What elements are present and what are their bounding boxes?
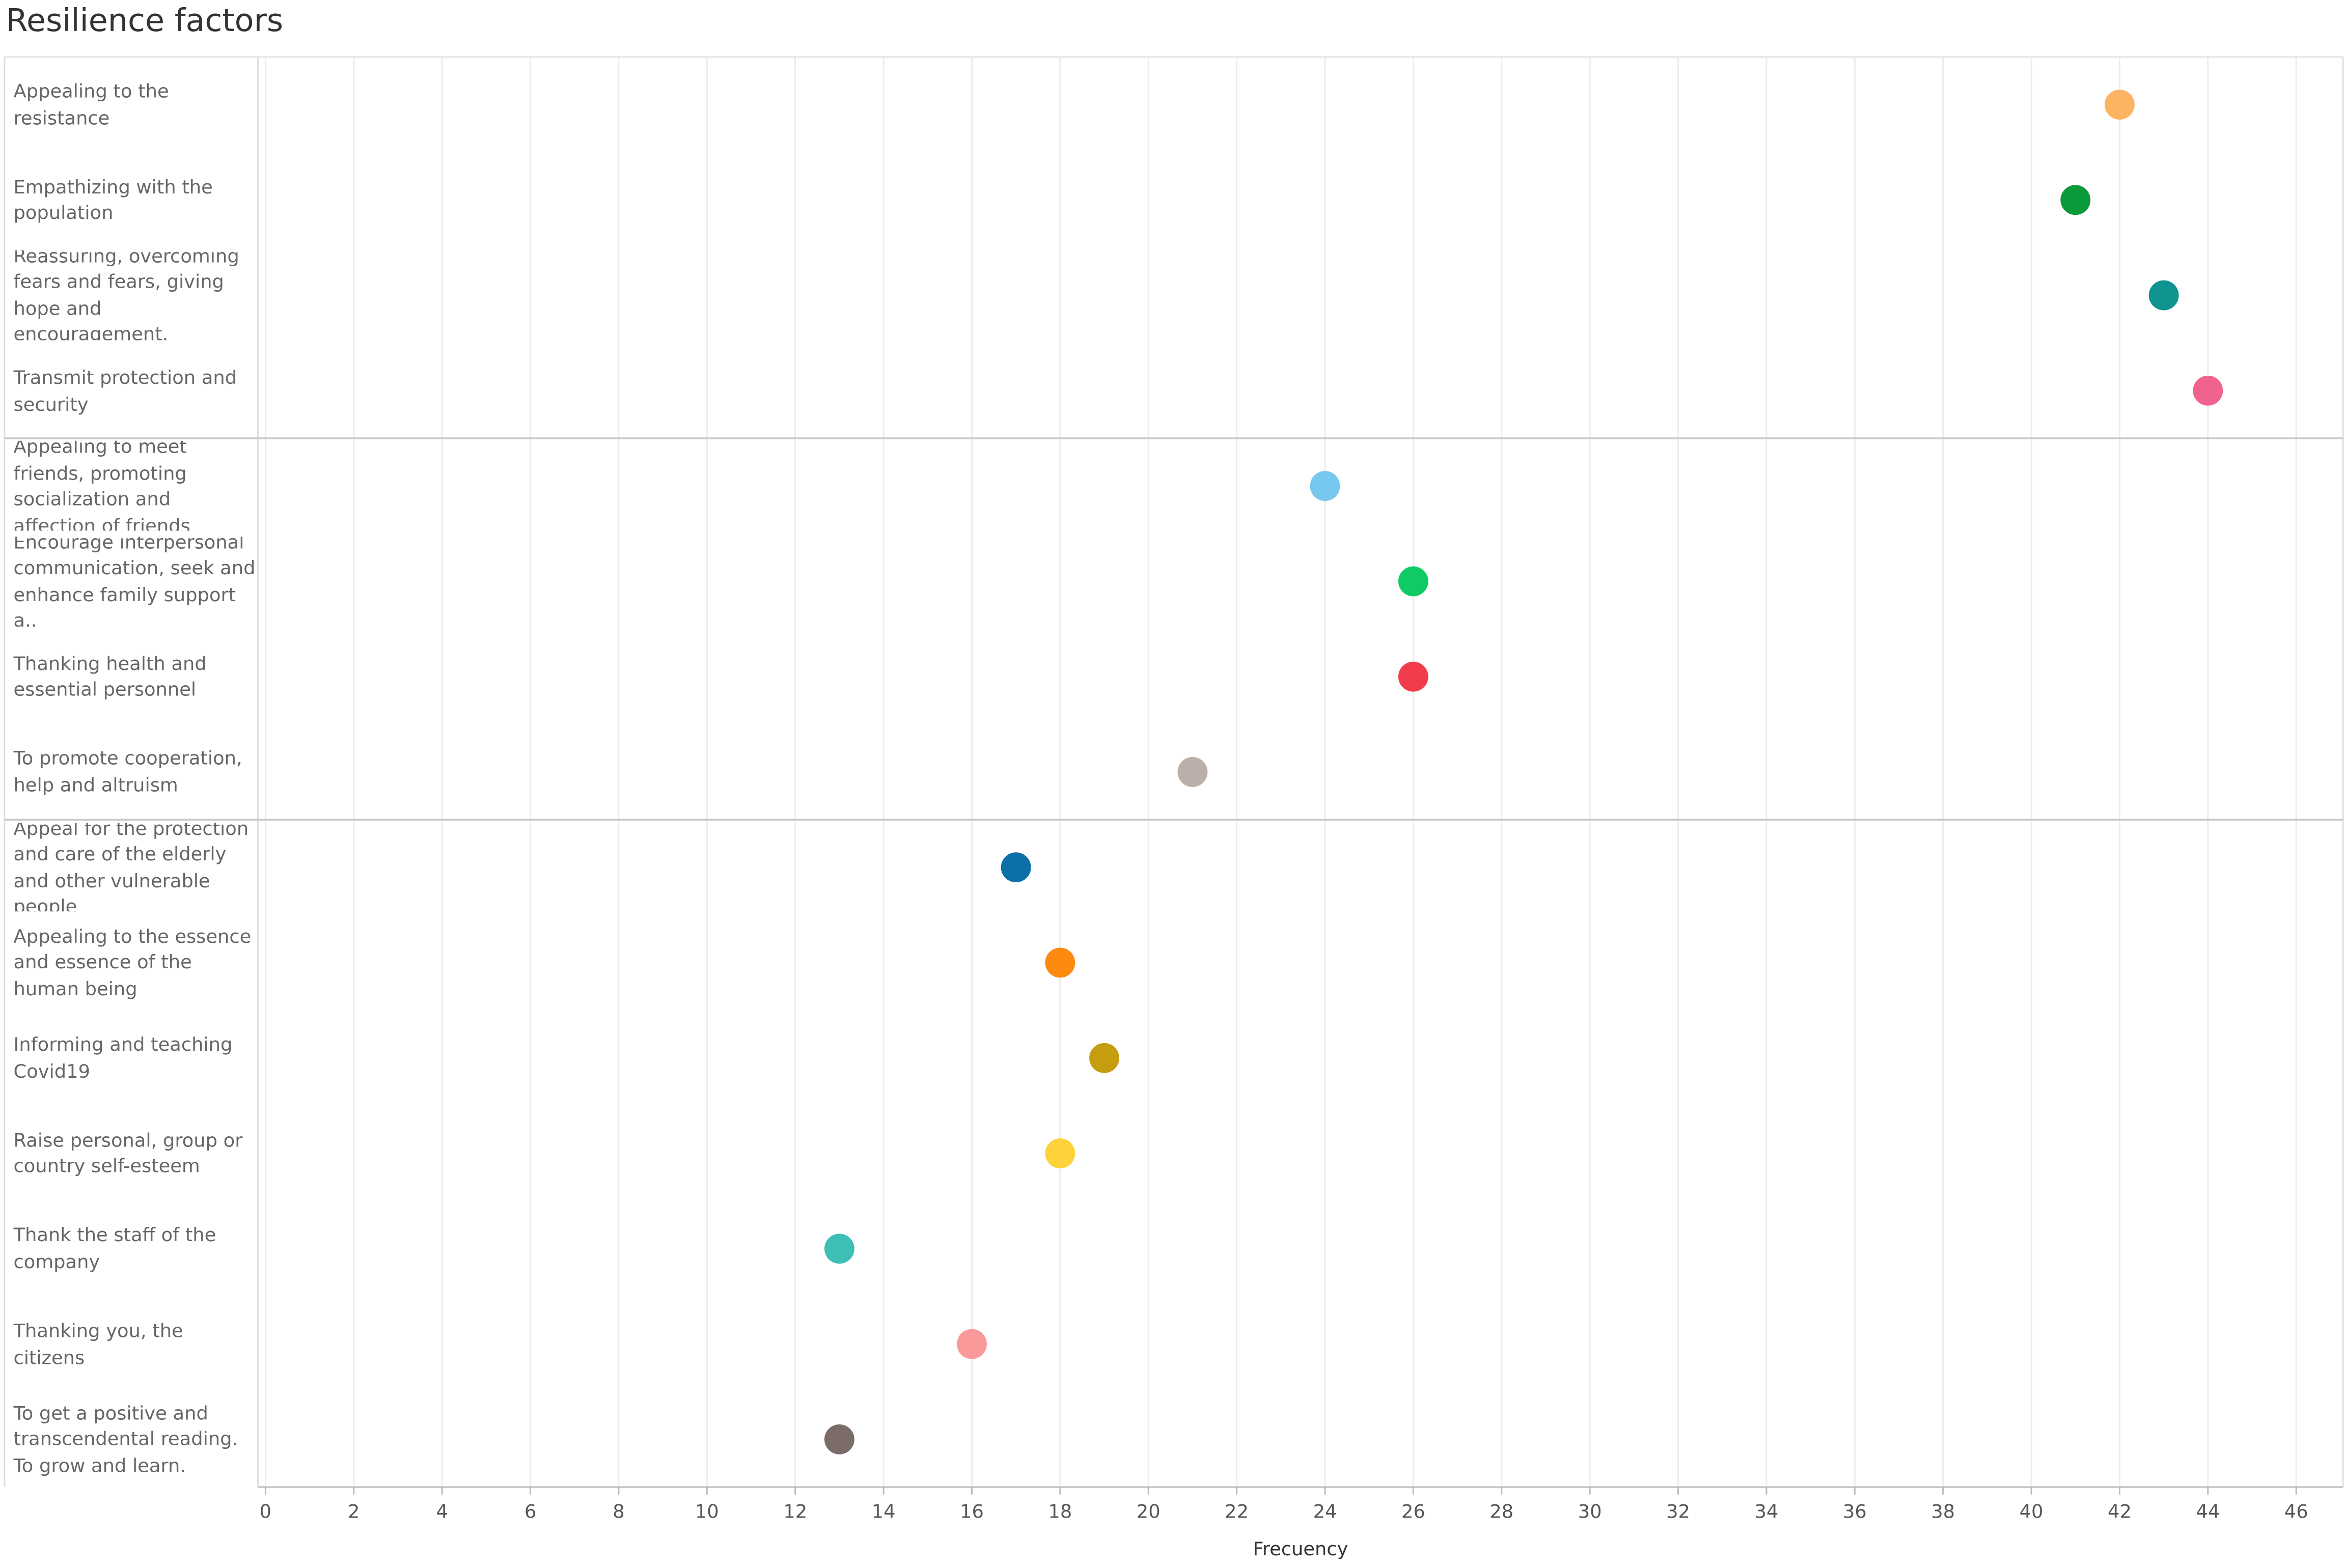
category-label: To get a positive and transcendental rea… — [13, 1401, 238, 1477]
category-label: Thank the staff of the company — [13, 1224, 216, 1273]
x-tick-label: 12 — [783, 1501, 807, 1523]
x-tick-label: 8 — [613, 1501, 624, 1523]
x-tick-label: 0 — [260, 1501, 271, 1523]
category-label-box: Thank the staff of the company — [13, 1224, 216, 1273]
dot — [824, 1424, 854, 1454]
dot — [1045, 1138, 1075, 1168]
x-tick-label: 30 — [1578, 1501, 1602, 1523]
dot — [2148, 280, 2179, 311]
x-tick-label: 44 — [2196, 1501, 2220, 1523]
category-label: Appealing to meet friends, promoting soc… — [13, 441, 190, 531]
dot — [824, 1234, 854, 1264]
category-label-box: Appealing to the essence and essence of … — [13, 925, 252, 1000]
x-tick-label: 10 — [695, 1501, 719, 1523]
x-tick-label: 18 — [1048, 1501, 1072, 1523]
x-tick-label: 4 — [436, 1501, 448, 1523]
x-tick-label: 38 — [1931, 1501, 1955, 1523]
x-tick-label: 36 — [1843, 1501, 1867, 1523]
category-label: Appeal for the protection and care of th… — [13, 822, 249, 912]
x-tick-label: 34 — [1754, 1501, 1778, 1523]
dot — [2193, 375, 2223, 406]
x-tick-label: 40 — [2020, 1501, 2044, 1523]
category-label-box: To get a positive and transcendental rea… — [13, 1401, 238, 1477]
x-tick-label: 22 — [1225, 1501, 1249, 1523]
x-tick-label: 16 — [960, 1501, 984, 1523]
x-tick-label: 24 — [1313, 1501, 1337, 1523]
dot — [1398, 661, 1428, 692]
dot — [1045, 947, 1075, 978]
category-label-box: Thanking you, the citizens — [13, 1319, 183, 1368]
x-tick-label: 14 — [872, 1501, 896, 1523]
category-label-box: To promote cooperation, help and altruis… — [13, 747, 242, 796]
chart-title: Resilience factors — [6, 2, 283, 39]
category-label-box: Empathizing with the population — [13, 175, 213, 224]
category-label-box: Reassuring, overcoming fears and fears, … — [13, 250, 239, 340]
x-axis-label: Frecuency — [1253, 1538, 1348, 1560]
category-label-box: Appealing to meet friends, promoting soc… — [13, 441, 190, 531]
category-label: Thanking you, the citizens — [13, 1319, 183, 1368]
x-tick-label: 28 — [1489, 1501, 1513, 1523]
x-tick-label: 20 — [1137, 1501, 1161, 1523]
x-tick-label: 2 — [348, 1501, 360, 1523]
dot — [1089, 1043, 1119, 1073]
category-label: Raise personal, group or country self-es… — [13, 1128, 243, 1178]
category-label-box: Appealing to the resistance — [13, 79, 169, 129]
dot — [1001, 852, 1031, 883]
x-tick-label: 46 — [2284, 1501, 2308, 1523]
category-label-box: Informing and teaching Covid19 — [13, 1033, 233, 1082]
category-label: To promote cooperation, help and altruis… — [13, 747, 242, 796]
category-label-box: Encourage interpersonal communication, s… — [13, 537, 256, 626]
category-label: Transmit protection and security — [13, 366, 237, 415]
category-label-box: Appeal for the protection and care of th… — [13, 822, 249, 912]
category-label-box: Thanking health and essential personnel — [13, 652, 207, 701]
category-label: Appealing to the essence and essence of … — [13, 925, 252, 1000]
category-label-box: Transmit protection and security — [13, 366, 237, 415]
category-label: Empathizing with the population — [13, 175, 213, 224]
dot — [2104, 90, 2135, 120]
category-label: Appealing to the resistance — [13, 79, 169, 129]
category-label: Informing and teaching Covid19 — [13, 1033, 233, 1082]
x-tick-label: 32 — [1666, 1501, 1690, 1523]
category-label: Thanking health and essential personnel — [13, 652, 207, 701]
x-tick-label: 26 — [1401, 1501, 1425, 1523]
dot — [2060, 185, 2091, 215]
category-label-box: Raise personal, group or country self-es… — [13, 1128, 243, 1178]
x-tick-label: 6 — [525, 1501, 536, 1523]
dot — [1398, 566, 1428, 597]
dot — [957, 1329, 987, 1359]
category-label: Encourage interpersonal communication, s… — [13, 537, 256, 626]
category-label: Reassuring, overcoming fears and fears, … — [13, 250, 239, 340]
x-tick-label: 42 — [2108, 1501, 2132, 1523]
dot — [1177, 757, 1208, 787]
dot — [1310, 471, 1340, 501]
